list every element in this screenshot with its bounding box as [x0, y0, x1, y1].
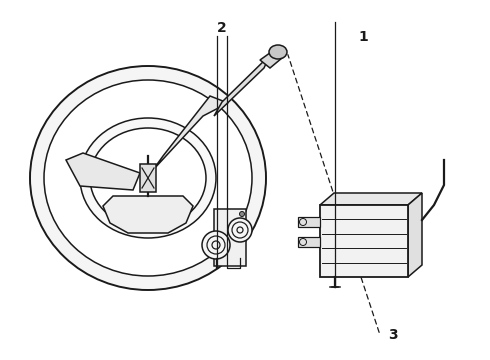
Text: 1: 1 [358, 30, 368, 44]
Polygon shape [408, 193, 422, 277]
FancyBboxPatch shape [320, 205, 408, 277]
Ellipse shape [240, 212, 245, 216]
Ellipse shape [269, 45, 287, 59]
Ellipse shape [80, 118, 216, 238]
Polygon shape [153, 96, 228, 170]
Ellipse shape [30, 66, 266, 290]
Polygon shape [66, 153, 140, 190]
FancyBboxPatch shape [214, 209, 246, 266]
Polygon shape [298, 217, 320, 227]
Polygon shape [260, 50, 282, 68]
Ellipse shape [228, 218, 252, 242]
Ellipse shape [202, 231, 230, 259]
Ellipse shape [44, 80, 252, 276]
Polygon shape [214, 55, 270, 116]
Polygon shape [103, 196, 193, 233]
Polygon shape [320, 193, 422, 205]
Ellipse shape [90, 128, 206, 228]
Text: 3: 3 [388, 328, 397, 342]
FancyBboxPatch shape [140, 164, 156, 192]
Polygon shape [298, 237, 320, 247]
Text: 2: 2 [217, 21, 227, 35]
